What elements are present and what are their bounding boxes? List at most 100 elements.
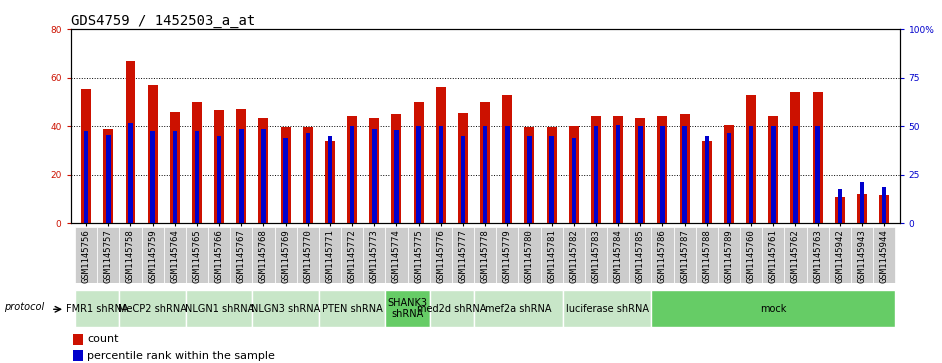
Bar	[790, 92, 801, 223]
Bar	[496, 227, 518, 283]
Text: GSM1145774: GSM1145774	[392, 230, 401, 284]
Text: NLGN1 shRNA: NLGN1 shRNA	[185, 303, 253, 314]
Bar	[297, 227, 319, 283]
Bar	[696, 227, 718, 283]
Bar	[873, 227, 895, 283]
Bar	[128, 122, 133, 223]
Bar	[392, 114, 401, 223]
Bar	[651, 227, 674, 283]
Bar	[593, 126, 598, 223]
Text: GSM1145784: GSM1145784	[613, 230, 623, 284]
Bar	[718, 227, 740, 283]
Text: GSM1145787: GSM1145787	[680, 230, 690, 284]
Bar	[319, 290, 385, 327]
Bar	[660, 126, 665, 223]
Bar	[141, 227, 164, 283]
Bar	[613, 117, 623, 223]
Bar	[385, 227, 408, 283]
Text: GSM1145764: GSM1145764	[171, 230, 179, 284]
Bar	[860, 182, 864, 223]
Bar	[305, 134, 310, 223]
Bar	[328, 136, 333, 223]
Bar	[208, 227, 230, 283]
Bar	[436, 87, 446, 223]
Bar	[837, 189, 842, 223]
Bar	[195, 131, 199, 223]
Bar	[569, 126, 578, 223]
Bar	[325, 141, 335, 223]
Bar	[372, 129, 377, 223]
Text: GSM1145770: GSM1145770	[303, 230, 313, 284]
Text: GSM1145788: GSM1145788	[703, 230, 711, 284]
Bar	[635, 118, 645, 223]
Text: GSM1145768: GSM1145768	[259, 230, 268, 284]
Bar	[172, 131, 177, 223]
Bar	[458, 113, 468, 223]
Bar	[679, 114, 690, 223]
Bar	[502, 95, 512, 223]
Bar	[230, 227, 252, 283]
Text: PTEN shRNA: PTEN shRNA	[322, 303, 382, 314]
Bar	[726, 134, 731, 223]
Bar	[75, 227, 97, 283]
Text: GSM1145775: GSM1145775	[414, 230, 423, 284]
Text: NLGN3 shRNA: NLGN3 shRNA	[251, 303, 320, 314]
Bar	[274, 227, 297, 283]
Bar	[214, 110, 224, 223]
Bar	[414, 102, 424, 223]
Bar	[658, 117, 668, 223]
Bar	[585, 227, 607, 283]
Bar	[97, 227, 120, 283]
Bar	[851, 227, 873, 283]
Bar	[348, 117, 357, 223]
Bar	[562, 290, 651, 327]
Bar	[518, 227, 541, 283]
Bar	[525, 127, 534, 223]
Bar	[120, 227, 141, 283]
Bar	[319, 227, 341, 283]
Text: GSM1145760: GSM1145760	[747, 230, 755, 284]
Text: GSM1145773: GSM1145773	[370, 230, 379, 284]
Bar	[483, 126, 487, 223]
Text: GSM1145789: GSM1145789	[724, 230, 734, 284]
Bar	[785, 227, 806, 283]
Bar	[762, 227, 785, 283]
Text: GSM1145763: GSM1145763	[813, 230, 822, 284]
Bar	[120, 290, 186, 327]
Bar	[806, 227, 829, 283]
Bar	[148, 85, 157, 223]
Text: GSM1145772: GSM1145772	[348, 230, 357, 284]
Bar	[746, 95, 756, 223]
Bar	[239, 129, 244, 223]
Bar	[562, 227, 585, 283]
Bar	[461, 136, 465, 223]
Bar	[771, 126, 775, 223]
Bar	[385, 290, 430, 327]
Bar	[829, 227, 851, 283]
Text: GSM1145771: GSM1145771	[326, 230, 334, 284]
Bar	[474, 227, 496, 283]
Bar	[408, 227, 430, 283]
Bar	[528, 136, 531, 223]
Bar	[73, 334, 83, 345]
Text: GDS4759 / 1452503_a_at: GDS4759 / 1452503_a_at	[71, 14, 255, 28]
Text: GSM1145759: GSM1145759	[148, 230, 157, 284]
Bar	[349, 126, 354, 223]
Bar	[607, 227, 629, 283]
Text: GSM1145776: GSM1145776	[436, 230, 446, 284]
Bar	[480, 102, 490, 223]
Text: GSM1145769: GSM1145769	[281, 230, 290, 284]
Bar	[430, 227, 452, 283]
Text: GSM1145762: GSM1145762	[791, 230, 800, 284]
Bar	[549, 136, 554, 223]
Bar	[364, 227, 385, 283]
Text: GSM1145942: GSM1145942	[836, 230, 844, 284]
Bar	[705, 136, 709, 223]
Bar	[682, 126, 687, 223]
Bar	[252, 227, 274, 283]
Bar	[813, 92, 822, 223]
Text: percentile rank within the sample: percentile rank within the sample	[87, 351, 275, 361]
Text: SHANK3
shRNA: SHANK3 shRNA	[387, 298, 428, 319]
Text: GSM1145767: GSM1145767	[236, 230, 246, 284]
Text: GSM1145782: GSM1145782	[569, 230, 578, 284]
